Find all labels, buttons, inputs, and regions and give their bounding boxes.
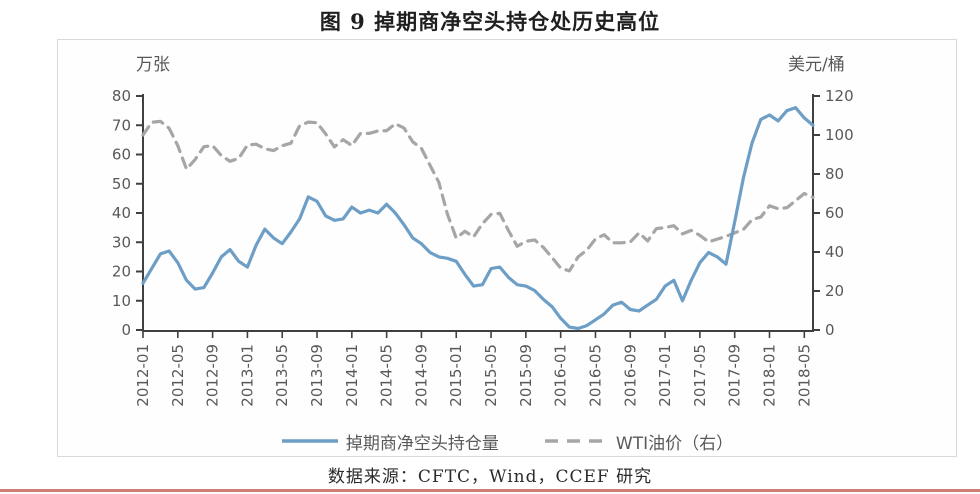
net-short-position-line xyxy=(141,106,815,331)
x-axis-tick-label: 2012-09 xyxy=(204,344,222,407)
right-axis-tick-label: 40 xyxy=(825,243,844,261)
left-axis-tick-label: 30 xyxy=(112,233,131,251)
x-axis-tick-label: 2016-01 xyxy=(552,344,570,407)
right-axis-unit-label: 美元/桶 xyxy=(788,55,845,75)
wti-price-line xyxy=(141,119,815,273)
left-axis-tick-label: 80 xyxy=(112,87,131,105)
chart-frame xyxy=(57,39,957,457)
left-axis-tick-label: 60 xyxy=(112,146,131,164)
legend: 掉期商净空头持仓量 WTI油价（右） xyxy=(57,429,957,454)
left-axis-tick-label: 50 xyxy=(112,175,131,193)
left-axis-tick-label: 20 xyxy=(112,263,131,281)
right-axis-tick-label: 120 xyxy=(825,87,854,105)
x-axis-tick-label: 2018-01 xyxy=(760,344,778,407)
wti-line-swatch xyxy=(544,439,609,443)
legend-item-wti: WTI油价（右） xyxy=(544,429,734,454)
right-axis-tick-label: 20 xyxy=(825,282,844,300)
x-axis-tick-label: 2014-05 xyxy=(378,344,396,407)
legend-label-wti: WTI油价（右） xyxy=(615,433,734,454)
left-axis-tick-label: 0 xyxy=(121,321,131,339)
chart-title: 图 9 掉期商净空头持仓处历史高位 xyxy=(319,9,661,34)
x-axis-tick-label: 2016-05 xyxy=(586,344,604,407)
x-axis-tick-label: 2015-09 xyxy=(517,344,535,407)
x-axis-tick-label: 2013-01 xyxy=(238,344,256,407)
source-note: 数据来源：CFTC，Wind，CCEF 研究 xyxy=(327,467,653,487)
bottom-divider xyxy=(0,489,980,492)
x-axis-tick-label: 2017-05 xyxy=(691,344,709,407)
x-axis-tick-label: 2018-05 xyxy=(795,344,813,407)
left-axis-tick-label: 70 xyxy=(112,116,131,134)
right-axis-tick-label: 60 xyxy=(825,204,844,222)
left-axis-tick-label: 40 xyxy=(112,204,131,222)
x-axis-tick-label: 2013-05 xyxy=(273,344,291,407)
legend-item-net-short: 掉期商净空头持仓量 xyxy=(281,429,499,454)
legend-label-net-short: 掉期商净空头持仓量 xyxy=(345,433,499,454)
x-axis-tick-label: 2013-09 xyxy=(308,344,326,407)
right-axis-tick-label: 0 xyxy=(825,321,835,339)
net-short-line-swatch xyxy=(281,439,338,443)
x-axis-tick-label: 2012-01 xyxy=(134,344,152,407)
x-axis-tick-label: 2014-09 xyxy=(412,344,430,407)
x-axis-tick-label: 2015-01 xyxy=(447,344,465,407)
x-axis-tick-label: 2015-05 xyxy=(482,344,500,407)
x-axis-tick-label: 2014-01 xyxy=(343,344,361,407)
x-axis-tick-label: 2017-01 xyxy=(656,344,674,407)
right-axis-tick-label: 100 xyxy=(825,126,854,144)
left-axis-unit-label: 万张 xyxy=(136,55,170,75)
right-axis-tick-label: 80 xyxy=(825,165,844,183)
x-axis-tick-label: 2012-05 xyxy=(169,344,187,407)
x-axis-tick-label: 2016-09 xyxy=(621,344,639,407)
left-axis-tick-label: 10 xyxy=(112,292,131,310)
x-axis-tick-label: 2017-09 xyxy=(726,344,744,407)
